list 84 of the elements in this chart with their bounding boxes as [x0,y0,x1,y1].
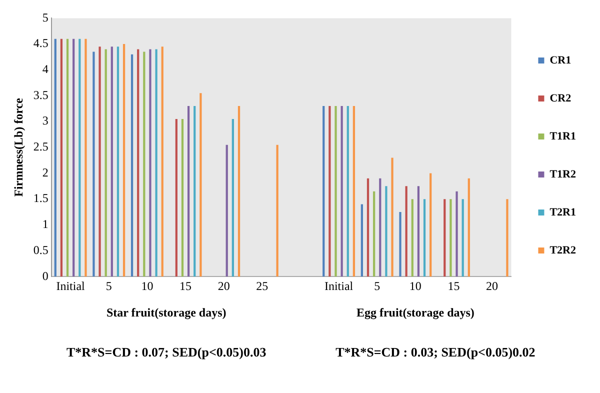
bar [54,38,56,277]
y-tick-label: 0.5 [33,242,48,257]
y-tick-label: 3 [42,114,48,128]
text: T*R*S=CD : 0.03; SED(p<0.05)0.02 [336,344,536,360]
bar [232,118,234,277]
text: Star fruit(storage days) [106,306,226,320]
bar [456,191,458,277]
bar [116,46,120,277]
text: T*R*S=CD : 0.07; SED(p<0.05)0.03 [66,344,267,360]
bar [328,106,331,277]
y-tick-label: 2 [42,165,48,180]
bar [78,38,81,277]
bar [385,186,388,277]
bar [122,44,126,277]
bar [340,106,343,277]
y-tick-label: 1.5 [33,191,48,206]
bar [450,199,452,277]
x-tick-label: 5 [374,278,380,293]
bar [379,178,382,277]
x-tick-label: 15 [448,278,460,293]
bar [104,49,107,277]
y-tick-label: 4.5 [33,36,48,50]
x-tick-label: Initial [56,278,86,293]
bar [84,38,87,277]
bar [60,38,63,277]
x-tick-label: 5 [106,278,112,293]
bar [238,106,240,277]
bar [423,199,426,277]
legend-label: CR1 [550,54,572,66]
bar [98,46,101,277]
bar [391,158,394,277]
bar [187,106,190,277]
bar [137,49,140,277]
bar [155,49,158,277]
legend-label: T1R2 [550,168,576,180]
bar [411,199,414,277]
y-tick-label: 2.5 [33,140,48,154]
bar [462,199,464,277]
y-tick-label: 0 [42,268,48,283]
bar [143,52,146,277]
x-tick-label: 25 [256,278,268,293]
x-tick-label: 10 [141,278,154,293]
x-tick-label: 15 [180,278,192,293]
bar [92,52,95,277]
x-tick-label: 20 [486,278,498,293]
bar [506,199,508,277]
bar [444,199,446,277]
bar [334,106,337,277]
bar [200,93,202,277]
bar [352,106,356,277]
y-tick-label: 4 [42,62,48,76]
bar [322,106,325,277]
bar [468,178,470,277]
bar [405,186,408,277]
y-tick-label: 3.5 [33,88,48,102]
y-tick-label: 5 [42,10,48,24]
bar [72,38,75,277]
legend-label: T2R1 [550,206,576,218]
legend-label: T2R2 [550,244,576,256]
y-axis-title: Firmness(Lb) force [11,97,26,197]
bar [226,144,228,277]
legend-label: CR2 [550,92,572,104]
bar [366,178,370,277]
bar [360,204,363,277]
bar [175,118,178,277]
bar [161,46,164,277]
x-tick-label: 10 [409,278,422,293]
x-tick-label: 20 [218,278,230,293]
bar [399,212,402,277]
bar [66,38,69,277]
bar [430,173,432,277]
y-tick-label: 1 [42,217,48,232]
legend-label: T1R1 [550,130,576,142]
bar [181,118,184,277]
x-tick-label: Initial [324,278,354,293]
bar [110,46,113,277]
bar [276,144,278,277]
bar [130,54,134,277]
bar [194,106,196,277]
text: Egg fruit(storage days) [356,306,474,320]
bar [373,191,376,277]
bar [346,106,349,277]
bar [149,49,152,277]
bar [417,186,420,277]
